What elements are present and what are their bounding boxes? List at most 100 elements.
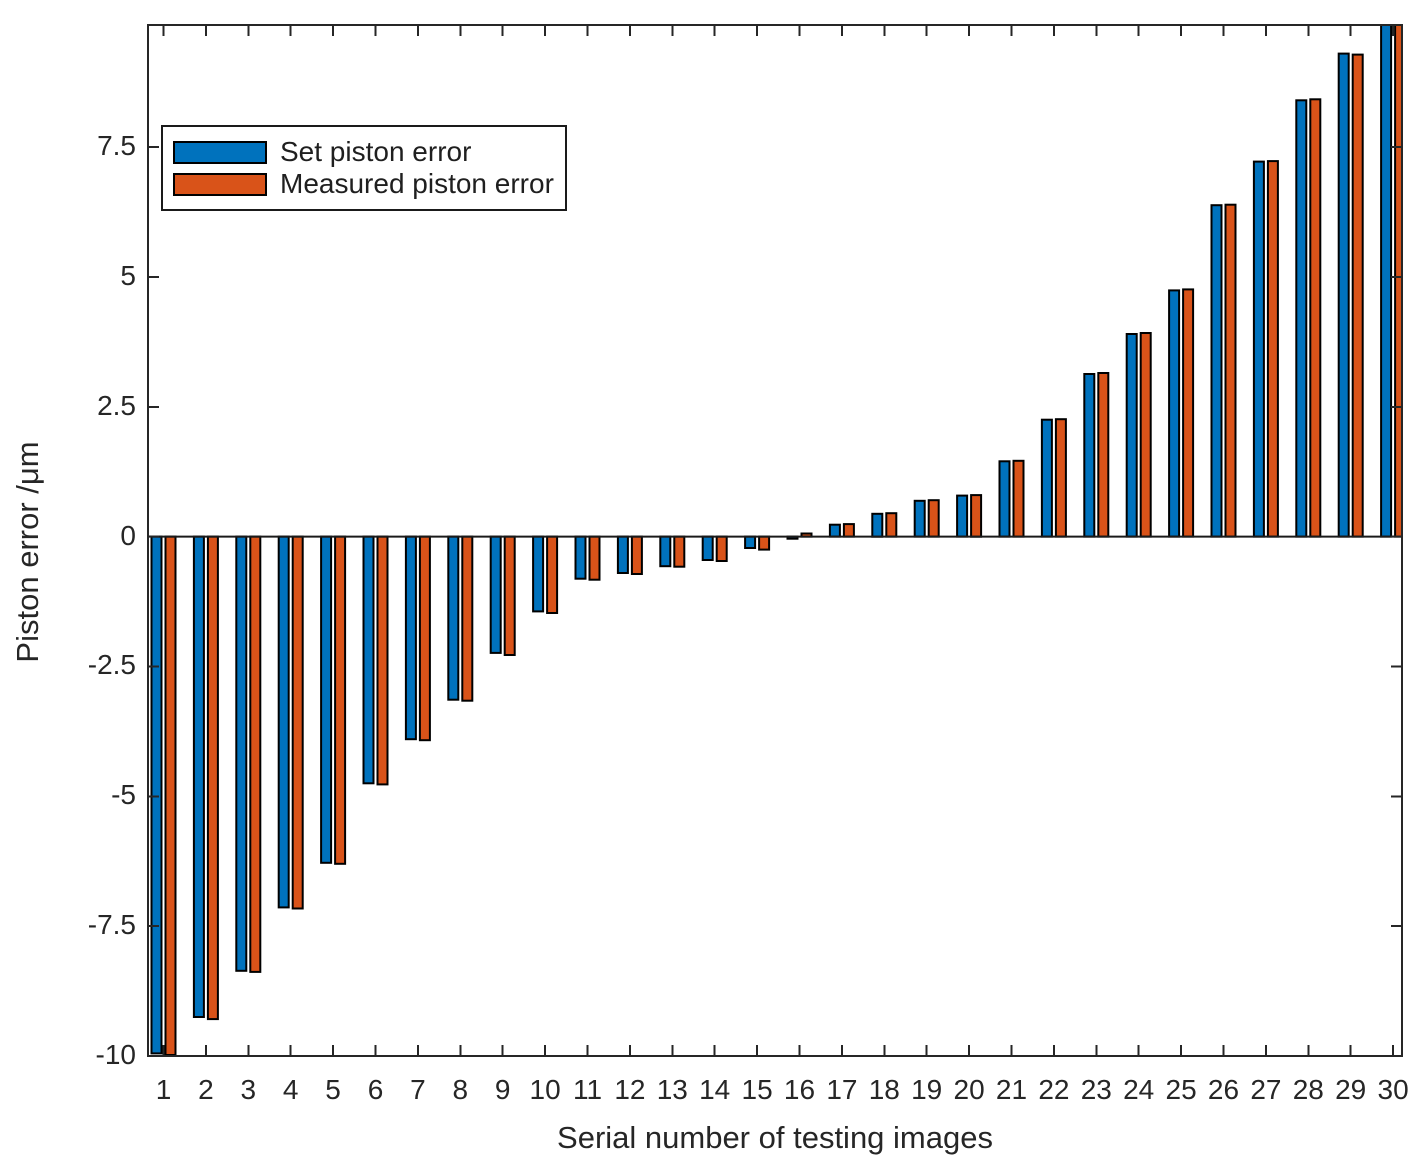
x-tick-label: 23 <box>1080 1074 1112 1105</box>
bar-set-piston-error <box>532 535 545 613</box>
bar-set-piston-error <box>1295 99 1308 538</box>
bar-set-piston-error <box>362 535 375 785</box>
x-tick-label: 3 <box>240 1074 257 1105</box>
bar-set-piston-error <box>1040 418 1053 538</box>
bar-set-piston-error <box>956 494 969 538</box>
bar-set-piston-error <box>277 535 290 909</box>
x-tick-label: 8 <box>452 1074 469 1105</box>
y-axis-title: Piston error /μm <box>10 441 45 663</box>
bar-measured-piston-error <box>291 535 304 910</box>
bar-measured-piston-error <box>1012 459 1025 538</box>
x-tick-label: 12 <box>614 1074 646 1105</box>
x-tick-label: 24 <box>1123 1074 1155 1105</box>
bar-measured-piston-error <box>842 523 855 538</box>
legend-swatch-orange <box>173 172 267 196</box>
bar-measured-piston-error <box>970 494 983 538</box>
x-tick-label: 14 <box>699 1074 731 1105</box>
bar-measured-piston-error <box>249 535 262 973</box>
x-axis-title: Serial number of testing images <box>557 1120 993 1155</box>
bar-set-piston-error <box>150 535 163 1055</box>
bar-measured-piston-error <box>376 535 389 786</box>
bar-measured-piston-error <box>546 535 559 614</box>
bar-measured-piston-error <box>1266 160 1279 538</box>
bar-set-piston-error <box>701 535 714 561</box>
x-tick-label: 21 <box>995 1074 1028 1105</box>
x-tick-label: 16 <box>783 1074 816 1105</box>
x-tick-label: 25 <box>1165 1074 1197 1105</box>
bar-measured-piston-error <box>673 535 686 568</box>
x-tick-label: 4 <box>282 1074 299 1105</box>
bar-set-piston-error <box>998 460 1011 538</box>
x-tick-label: 10 <box>529 1074 561 1105</box>
bar-set-piston-error <box>1168 289 1181 538</box>
bar-measured-piston-error <box>758 535 771 551</box>
x-tick-label: 5 <box>325 1074 341 1105</box>
bar-measured-piston-error <box>164 535 177 1056</box>
bar-measured-piston-error <box>418 535 431 742</box>
bar-set-piston-error <box>447 535 460 701</box>
bar-measured-piston-error <box>715 535 728 562</box>
legend-label: Measured piston error <box>280 168 554 199</box>
bar-measured-piston-error <box>885 512 898 538</box>
x-tick-label: 20 <box>953 1074 985 1105</box>
bar-set-piston-error <box>574 535 587 580</box>
x-tick-label: 30 <box>1377 1074 1409 1105</box>
x-tick-label: 9 <box>494 1074 511 1105</box>
bar-set-piston-error <box>1125 333 1138 538</box>
x-tick-label: 19 <box>911 1074 943 1105</box>
y-tick-label: 2.5 <box>97 389 136 421</box>
x-tick-label: 29 <box>1335 1074 1367 1105</box>
bar-set-piston-error <box>871 512 884 538</box>
x-tick-label: 18 <box>868 1074 900 1105</box>
bar-measured-piston-error <box>1309 98 1322 538</box>
bar-set-piston-error <box>828 523 841 538</box>
bar-set-piston-error <box>1083 373 1096 538</box>
x-tick-label: 1 <box>155 1074 172 1105</box>
bar-measured-piston-error <box>206 535 219 1021</box>
legend-item-measured-piston-error: Measured piston error <box>173 168 555 200</box>
plot-area <box>148 25 1402 1056</box>
bar-measured-piston-error <box>927 499 940 538</box>
x-tick-label: 17 <box>826 1074 858 1105</box>
x-tick-label: 22 <box>1038 1074 1070 1105</box>
bar-measured-piston-error <box>1139 332 1152 538</box>
legend-label: Set piston error <box>280 136 472 167</box>
legend-item-set-piston-error: Set piston error <box>173 136 555 168</box>
x-tick-label: 2 <box>198 1074 214 1105</box>
bar-measured-piston-error <box>503 535 516 656</box>
bar-set-piston-error <box>235 535 248 972</box>
bar-set-piston-error <box>744 535 757 549</box>
legend-swatch-blue <box>173 140 267 164</box>
axes-box <box>147 24 1403 1057</box>
bar-measured-piston-error <box>1224 203 1237 538</box>
y-tick-label: -10 <box>95 1039 136 1070</box>
bar-measured-piston-error <box>1351 53 1364 538</box>
bar-set-piston-error <box>1210 204 1223 538</box>
bar-measured-piston-error <box>461 535 474 702</box>
legend: Set piston error Measured piston error <box>161 125 567 211</box>
x-tick-label: 13 <box>656 1074 688 1105</box>
bar-measured-piston-error <box>1182 288 1195 538</box>
axis-ticks <box>148 25 1402 1057</box>
bar-set-piston-error <box>404 535 417 741</box>
bar-measured-piston-error <box>334 535 347 865</box>
x-tick-label: 28 <box>1292 1074 1324 1105</box>
bar-set-piston-error <box>659 535 672 568</box>
x-tick-label: 27 <box>1250 1074 1282 1105</box>
y-tick-label: 0 <box>120 519 136 551</box>
x-tick-label: 15 <box>741 1074 773 1105</box>
bar-set-piston-error <box>1380 25 1393 538</box>
bar-set-piston-error <box>1252 160 1265 538</box>
y-tick-label: -2.5 <box>87 649 136 681</box>
y-tick-label: 5 <box>120 259 136 291</box>
x-tick-label: 26 <box>1207 1074 1240 1105</box>
y-tick-label: -5 <box>111 779 136 811</box>
bar-measured-piston-error <box>588 535 601 581</box>
bar-measured-piston-error <box>1054 418 1067 538</box>
x-tick-label: 6 <box>367 1074 384 1105</box>
bar-set-piston-error <box>1337 52 1350 538</box>
bar-measured-piston-error <box>1097 372 1110 538</box>
bar-set-piston-error <box>320 535 333 864</box>
